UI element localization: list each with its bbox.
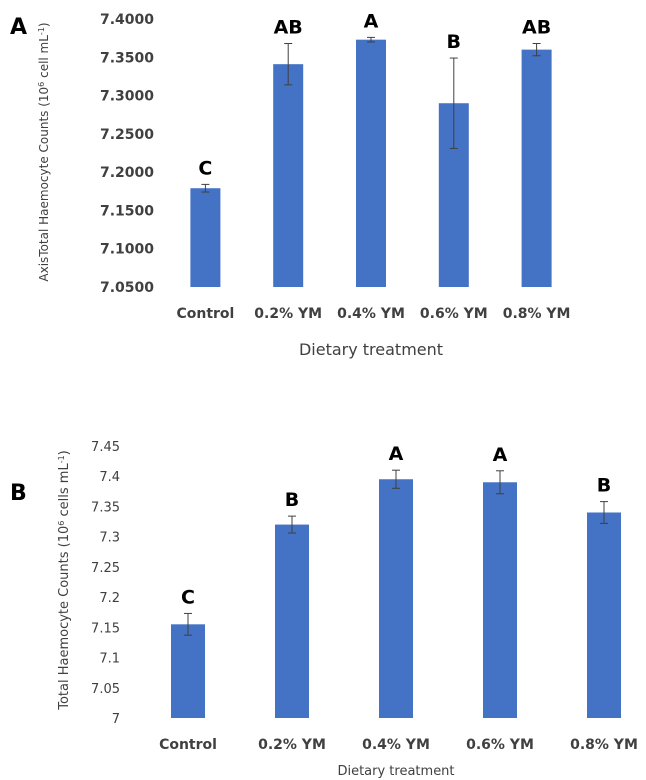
- y-tick-label: 7.25: [91, 561, 120, 576]
- category-label: 0.6% YM: [466, 737, 534, 753]
- y-tick-label: 7.45: [91, 440, 120, 455]
- category-label: 0.6% YM: [420, 306, 488, 322]
- significance-letter: B: [597, 475, 611, 497]
- bar: [587, 512, 621, 718]
- bar: [275, 524, 309, 718]
- category-label: Control: [159, 737, 217, 753]
- y-tick-label: 7.35: [91, 500, 120, 515]
- y-tick-label: 7.3: [99, 531, 120, 546]
- bar: [379, 479, 413, 718]
- y-axis-label-b: Total Haemocyte Counts (106 cells mL-1): [57, 450, 73, 711]
- bar: [521, 49, 552, 287]
- y-tick-label: 7.4000: [100, 12, 154, 28]
- x-axis-label-b: Dietary treatment: [337, 764, 454, 779]
- y-tick-label: 7.1500: [100, 203, 154, 219]
- bar: [483, 482, 517, 718]
- bar: [273, 64, 304, 287]
- category-label: 0.4% YM: [337, 306, 405, 322]
- significance-letter: A: [364, 10, 379, 32]
- category-label: 0.4% YM: [362, 737, 430, 753]
- significance-letter: AB: [274, 17, 303, 39]
- category-label: 0.2% YM: [258, 737, 326, 753]
- y-tick-label: 7.2000: [100, 165, 154, 181]
- bar: [356, 39, 386, 287]
- bar: [190, 188, 221, 287]
- significance-letter: A: [389, 443, 404, 465]
- y-tick-label: 7.15: [91, 621, 120, 636]
- y-tick-label: 7.4: [99, 470, 120, 485]
- y-tick-label: 7.1000: [100, 242, 154, 258]
- panel-label-b: B: [10, 481, 27, 506]
- y-tick-label: 7: [112, 712, 120, 727]
- significance-letter: B: [285, 489, 299, 511]
- category-label: 0.8% YM: [503, 306, 571, 322]
- significance-letter: C: [181, 586, 195, 608]
- y-tick-label: 7.3000: [100, 89, 154, 105]
- category-label: 0.8% YM: [570, 737, 638, 753]
- y-tick-label: 7.05: [91, 682, 120, 697]
- x-axis-label-a: Dietary treatment: [299, 340, 443, 359]
- significance-letter: B: [447, 31, 461, 53]
- bar: [171, 624, 205, 718]
- chart-panel-b: B Total Haemocyte Counts (106 cells mL-1…: [10, 440, 638, 779]
- y-tick-label: 7.3500: [100, 50, 154, 66]
- significance-letter: C: [198, 157, 212, 179]
- y-tick-label: 7.2500: [100, 127, 154, 143]
- significance-letter: A: [493, 444, 508, 466]
- category-label: Control: [176, 306, 234, 322]
- category-label: 0.2% YM: [254, 306, 322, 322]
- bars-b: 7 7.05 7.1 7.15 7.2 7.25 7.3 7.35 7.4 7.45 C Contro…: [91, 440, 638, 753]
- bars-a: 7.0500 7.1000 7.1500 7.2000 7.2500 7.3000 7.35…: [100, 10, 571, 322]
- y-tick-label: 7.1: [99, 652, 120, 667]
- significance-letter: AB: [522, 17, 551, 39]
- y-tick-label: 7.2: [99, 591, 120, 606]
- y-axis-label-a: AxisTotal Haemocyte Counts (106 cell mL-…: [37, 22, 52, 281]
- panel-label-a: A: [10, 15, 27, 40]
- y-tick-label: 7.0500: [100, 280, 154, 296]
- chart-panel-a: A AxisTotal Haemocyte Counts (106 cell m…: [10, 10, 570, 359]
